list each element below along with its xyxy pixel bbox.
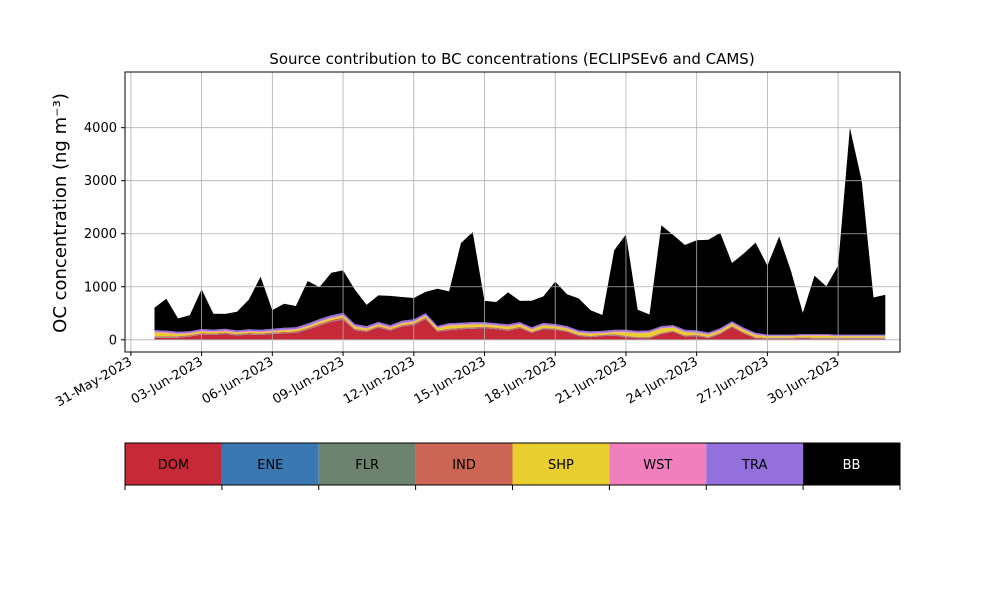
x-tick-label: 09-Jun-2023 — [270, 354, 347, 407]
plot-frame — [124, 71, 901, 353]
y-tick-label: 2000 — [84, 227, 117, 242]
x-tick-label: 15-Jun-2023 — [412, 354, 489, 407]
legend-swatch-ind — [415, 443, 513, 485]
x-tick-label: 21-Jun-2023 — [553, 354, 630, 407]
legend-label-shp: SHP — [548, 458, 574, 473]
y-tick-label: 3000 — [84, 174, 117, 189]
legend: DOM ENE FLR IND SHP WST TRA BB — [124, 442, 901, 490]
legend-swatch-ene — [221, 443, 319, 485]
chart-title: Source contribution to BC concentrations… — [269, 50, 754, 68]
legend-swatch-shp — [512, 443, 610, 485]
x-tick-label: 12-Jun-2023 — [341, 354, 418, 407]
y-tick-label: 0 — [109, 333, 117, 348]
area-bb — [154, 127, 886, 335]
legend-label-ind: IND — [452, 458, 476, 473]
legend-swatch-dom — [125, 443, 222, 485]
x-tick-label: 27-Jun-2023 — [695, 354, 772, 407]
area-dom — [154, 319, 886, 340]
legend-swatch-bb — [803, 443, 900, 485]
stacked-area-layer — [154, 127, 886, 340]
x-tick-label: 31-May-2023 — [53, 354, 135, 410]
legend-swatch-tra — [706, 443, 804, 485]
legend-label-dom: DOM — [158, 458, 189, 473]
legend-swatch-wst — [609, 443, 707, 485]
x-tick-label: 03-Jun-2023 — [129, 354, 206, 407]
x-tick-label: 06-Jun-2023 — [200, 354, 277, 407]
legend-label-tra: TRA — [741, 458, 767, 473]
legend-label-wst: WST — [643, 458, 672, 473]
x-tick-label: 18-Jun-2023 — [482, 354, 559, 407]
y-tick-label: 1000 — [84, 280, 117, 295]
grid-lines — [125, 72, 900, 352]
legend-label-bb: BB — [843, 458, 861, 473]
legend-swatch-flr — [318, 443, 416, 485]
x-tick-label: 30-Jun-2023 — [765, 354, 842, 407]
y-tick-label: 4000 — [84, 121, 117, 136]
y-axis-label: OC concentration (ng m⁻³) — [50, 93, 71, 333]
x-tick-label: 24-Jun-2023 — [624, 354, 701, 407]
legend-label-ene: ENE — [257, 458, 283, 473]
legend-label-flr: FLR — [355, 458, 379, 473]
